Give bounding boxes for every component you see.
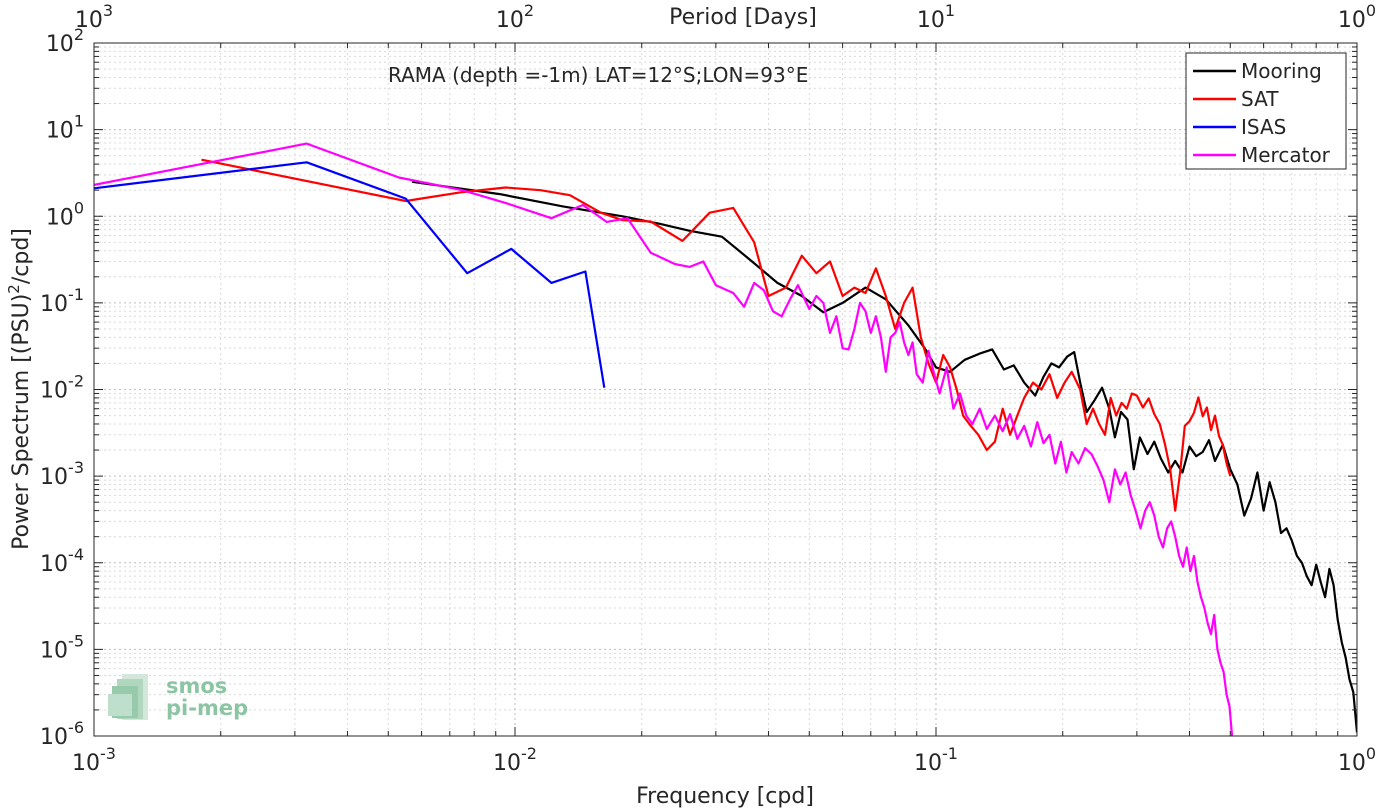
legend-box [1185, 52, 1347, 170]
y-axis-title: Power Spectrum [(PSU)2/cpd] [5, 228, 34, 550]
series-layer [94, 142, 1357, 736]
y-tick-label: 10-5 [40, 631, 84, 663]
minor-gridlines [94, 43, 1357, 736]
y-tick-label: 100 [46, 198, 84, 230]
logo-layer-4 [108, 694, 132, 716]
logo-text-pimep: pi-mep [166, 696, 248, 720]
y-tick-label: 10-1 [40, 285, 84, 317]
y-axis-title-superscript: 2 [5, 284, 23, 294]
x2-tick-label: 101 [917, 1, 955, 33]
y-tick-label: 102 [46, 25, 84, 57]
legend-label-isas: ISAS [1241, 115, 1286, 139]
series-line-isas [94, 161, 606, 388]
legend-label-sat: SAT [1241, 87, 1279, 111]
station-annotation: RAMA (depth =-1m) LAT=12°S;LON=93°E [388, 63, 808, 87]
smos-pimep-logo: smos pi-mep [108, 674, 248, 720]
y-tick-label: 10-3 [40, 458, 84, 490]
y-tick-label: 10-2 [40, 372, 84, 404]
x-tick-label: 10-3 [72, 744, 116, 776]
x-tick-label: 10-1 [914, 744, 958, 776]
x-axis-title: Frequency [cpd] [636, 784, 814, 809]
y-tick-label: 10-6 [40, 718, 84, 750]
y-axis-title-tail: /cpd] [9, 228, 34, 284]
top-axis-title: Period [Days] [669, 5, 817, 30]
x-tick-label: 10-2 [493, 744, 537, 776]
x2-tick-label: 100 [1338, 1, 1376, 33]
tick-marks [93, 42, 1358, 737]
legend: Mooring SAT ISAS Mercator [1185, 52, 1347, 170]
x2-tick-label: 103 [75, 1, 113, 33]
series-line-mercator [94, 142, 1234, 736]
x2-tick-label: 102 [496, 1, 534, 33]
legend-label-mooring: Mooring [1241, 59, 1322, 83]
x-tick-label: 100 [1338, 744, 1376, 776]
series-line-mooring [412, 180, 1357, 733]
y-tick-label: 101 [46, 112, 84, 144]
logo-text-smos: smos [166, 674, 227, 698]
y-axis-title-main: Power Spectrum [(PSU) [9, 294, 34, 550]
y-tick-label: 10-4 [40, 545, 84, 577]
legend-label-mercator: Mercator [1241, 143, 1331, 167]
